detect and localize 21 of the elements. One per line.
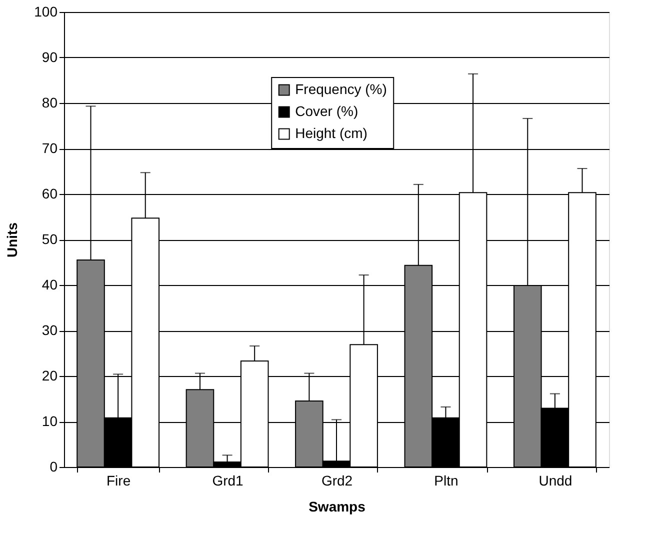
- y-axis-title: Units: [4, 222, 20, 258]
- y-tick-label: 60: [42, 186, 58, 202]
- y-tick-label: 20: [42, 368, 58, 384]
- legend-label: Cover (%): [295, 103, 358, 119]
- y-tick-label: 0: [50, 458, 58, 474]
- y-tick-label: 100: [34, 4, 58, 20]
- legend-label: Frequency (%): [295, 81, 387, 97]
- x-axis-title: Swamps: [308, 498, 366, 514]
- x-tick-label: Grd1: [212, 472, 244, 488]
- y-tick-label: 80: [42, 94, 58, 110]
- y-tick-label: 40: [42, 276, 58, 292]
- legend-label: Height (cm): [295, 125, 368, 141]
- y-tick-label: 50: [42, 231, 58, 247]
- y-tick-label: 70: [42, 140, 58, 156]
- y-tick-label: 90: [42, 49, 58, 65]
- y-tick-label: 10: [42, 413, 58, 429]
- x-tick-label: Pltn: [434, 472, 458, 488]
- x-tick-label: Fire: [106, 472, 131, 488]
- x-tick-label: Undd: [538, 472, 572, 488]
- y-tick-label: 30: [42, 322, 58, 338]
- x-tick-label: Grd2: [321, 472, 353, 488]
